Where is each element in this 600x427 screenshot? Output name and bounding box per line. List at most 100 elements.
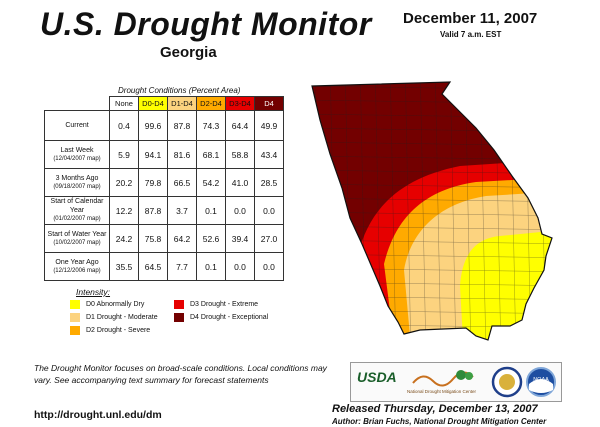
cell-none: 12.2 (109, 196, 139, 225)
cell-d1-d4: 87.8 (167, 110, 197, 141)
cell-d4: 27.0 (254, 224, 284, 253)
row-label: Start of Water Year (10/02/2007 map) (44, 224, 110, 253)
table-row: 3 Months Ago (09/18/2007 map) 20.2 79.8 66.5… (44, 168, 284, 197)
row-label-date: (01/02/2007 map) (53, 216, 101, 222)
cell-d1-d4: 64.2 (167, 224, 197, 253)
cell-d3-d4: 64.4 (225, 110, 255, 141)
partner-logos: USDA National Drought Mitigation Center … (350, 362, 562, 402)
row-label-text: Last Week (60, 146, 94, 154)
map-date: December 11, 2007 (403, 10, 538, 27)
legend-label: D3 Drought - Extreme (190, 301, 259, 308)
doc-seal-icon (491, 366, 523, 398)
cell-none: 0.4 (109, 110, 139, 141)
cell-d3-d4: 58.8 (225, 140, 255, 169)
legend-item: D2 Drought - Severe (70, 326, 150, 335)
cell-none: 24.2 (109, 224, 139, 253)
row-label: Current (44, 110, 110, 141)
cell-d1-d4: 7.7 (167, 252, 197, 281)
table-body: Current 0.4 99.6 87.8 74.3 64.4 49.9 Last Week(… (44, 110, 284, 281)
row-label-text: Start of Calendar Year (50, 198, 104, 214)
table-corner (45, 97, 110, 111)
cell-d4: 49.9 (254, 110, 284, 141)
drought-conditions-table: None D0-D4 D1-D4 D2-D4 D3-D4 D4 Current 0.4 99.… (44, 96, 284, 281)
cell-d0-d4: 87.8 (138, 196, 168, 225)
cell-d2-d4: 0.1 (196, 252, 226, 281)
legend-swatch (70, 300, 80, 309)
cell-d4: 0.0 (254, 196, 284, 225)
cell-none: 35.5 (109, 252, 139, 281)
legend-label: D2 Drought - Severe (86, 327, 151, 334)
cell-d0-d4: 75.8 (138, 224, 168, 253)
release-date: Released Thursday, December 13, 2007 (332, 403, 538, 415)
table-header-row: None D0-D4 D1-D4 D2-D4 D3-D4 D4 (45, 96, 284, 111)
legend-swatch (174, 313, 184, 322)
georgia-drought-map (311, 81, 553, 341)
cell-d2-d4: 74.3 (196, 110, 226, 141)
cell-d0-d4: 94.1 (138, 140, 168, 169)
cell-none: 20.2 (109, 168, 139, 197)
cell-d0-d4: 79.8 (138, 168, 168, 197)
cell-d0-d4: 64.5 (138, 252, 168, 281)
column-header-none: None (109, 96, 139, 111)
row-label-text: Start of Water Year (47, 230, 107, 238)
website-link[interactable]: http://drought.unl.edu/dm (34, 409, 162, 421)
cell-d2-d4: 0.1 (196, 196, 226, 225)
row-label-date: (12/04/2007 map) (53, 155, 101, 162)
column-header-d1-d4: D1-D4 (167, 96, 197, 111)
author-credit: Author: Brian Fuchs, National Drought Mi… (332, 417, 547, 426)
cell-d2-d4: 52.6 (196, 224, 226, 253)
table-row: One Year Ago (12/12/2006 map) 35.5 64.5 7.7 0… (44, 252, 284, 281)
column-header-d0-d4: D0-D4 (138, 96, 168, 111)
cell-d2-d4: 54.2 (196, 168, 226, 197)
cell-d1-d4: 66.5 (167, 168, 197, 197)
cell-d2-d4: 68.1 (196, 140, 226, 169)
table-row: Start of Water Year (10/02/2007 map) 24.2 7… (44, 224, 284, 253)
legend-item: D0 Abnormally Dry (70, 300, 144, 309)
row-label-text: 3 Months Ago (55, 174, 99, 182)
cell-d3-d4: 39.4 (225, 224, 255, 253)
table-row: Start of Calendar Year (01/02/2007 map) 12… (44, 196, 284, 225)
legend-label: D0 Abnormally Dry (86, 301, 145, 308)
row-label-date: (09/18/2007 map) (53, 183, 101, 190)
row-label: 3 Months Ago (09/18/2007 map) (44, 168, 110, 197)
row-label: Start of Calendar Year (01/02/2007 map) (44, 196, 110, 225)
legend-title: Intensity: (76, 287, 111, 297)
noaa-label: NOAA (533, 377, 549, 383)
ndmc-logo-icon (412, 370, 474, 387)
legend-swatch (70, 326, 80, 335)
d0-region (460, 228, 552, 340)
cell-d1-d4: 81.6 (167, 140, 197, 169)
cell-d3-d4: 41.0 (225, 168, 255, 197)
legend-item: D4 Drought - Exceptional (174, 313, 268, 322)
legend-label: D4 Drought - Exceptional (190, 314, 269, 321)
cell-d3-d4: 0.0 (225, 196, 255, 225)
row-label-text: One Year Ago (55, 258, 99, 266)
legend-item: D1 Drought - Moderate (70, 313, 158, 322)
noaa-logo-icon: NOAA (526, 367, 556, 397)
table-caption: Drought Conditions (Percent Area) (118, 86, 241, 95)
cell-d0-d4: 99.6 (138, 110, 168, 141)
legend-item: D3 Drought - Extreme (174, 300, 258, 309)
cell-none: 5.9 (109, 140, 139, 169)
legend-label: D1 Drought - Moderate (86, 314, 158, 321)
legend-swatch (174, 300, 184, 309)
column-header-d2-d4: D2-D4 (196, 96, 226, 111)
column-header-d4: D4 (254, 96, 284, 111)
valid-time: Valid 7 a.m. EST (440, 30, 502, 39)
table-row: Current 0.4 99.6 87.8 74.3 64.4 49.9 (44, 110, 284, 141)
cell-d4: 28.5 (254, 168, 284, 197)
disclaimer-note: The Drought Monitor focuses on broad-sca… (34, 363, 327, 385)
cell-d4: 0.0 (254, 252, 284, 281)
cell-d3-d4: 0.0 (225, 252, 255, 281)
row-label: Last Week (12/04/2007 map) (44, 140, 110, 169)
row-label: One Year Ago (12/12/2006 map) (44, 252, 110, 281)
row-label-date: (10/02/2007 map) (53, 239, 101, 246)
table-row: Last Week (12/04/2007 map) 5.9 94.1 81.6 68.1… (44, 140, 284, 169)
map-title: U.S. Drought Monitor (40, 6, 372, 42)
row-label-date: (12/12/2006 map) (53, 267, 101, 274)
usda-logo: USDA (357, 369, 397, 385)
column-header-d3-d4: D3-D4 (225, 96, 255, 111)
cell-d4: 43.4 (254, 140, 284, 169)
legend-swatch (70, 313, 80, 322)
row-label-text: Current (65, 122, 89, 129)
